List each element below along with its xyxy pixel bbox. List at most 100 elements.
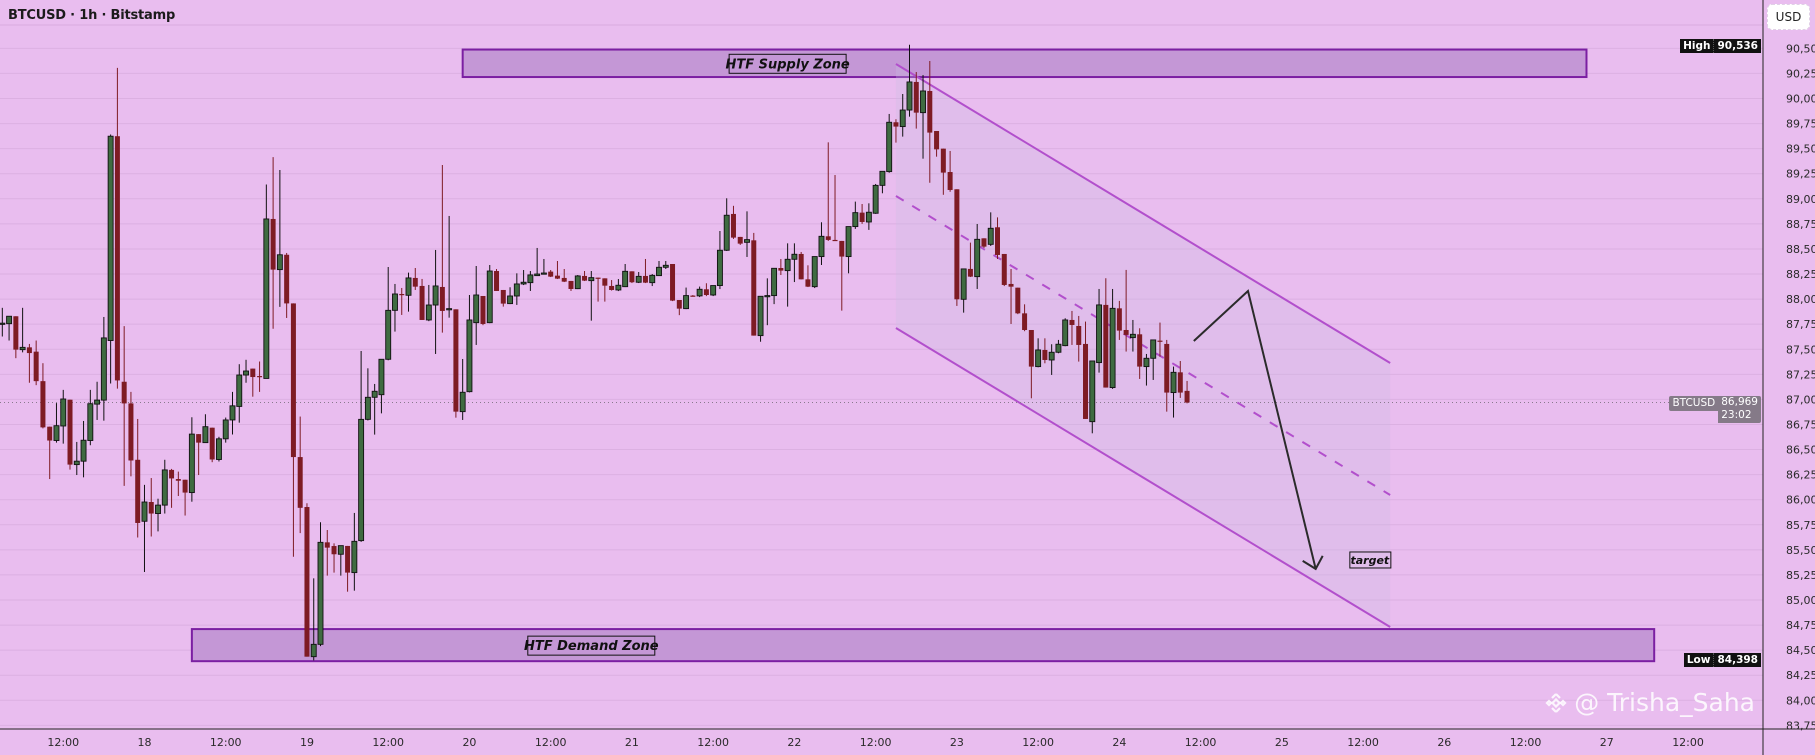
candle-up: [276, 170, 283, 307]
candle-body: [202, 426, 209, 444]
candle-up: [710, 285, 717, 297]
candle-body: [439, 286, 445, 311]
candle-body: [723, 214, 730, 251]
candle-body: [859, 212, 865, 222]
y-tick-label: 85,000: [1786, 594, 1815, 607]
candle-body: [121, 381, 127, 404]
candle-body: [574, 275, 581, 290]
candle-body: [270, 218, 276, 270]
candle-up: [906, 44, 913, 117]
candle-body: [751, 240, 757, 336]
candle-down: [954, 189, 960, 306]
candle-body: [561, 277, 567, 282]
candle-down: [121, 326, 127, 486]
candle-up: [215, 436, 222, 462]
current-price: 86,969: [1721, 396, 1758, 408]
candle-body: [649, 274, 656, 284]
candle-body: [1150, 339, 1157, 359]
candle-body: [554, 275, 560, 279]
candle-down: [33, 340, 39, 386]
candle-up: [100, 316, 107, 421]
candle-down: [148, 478, 154, 537]
candle-down: [981, 238, 987, 248]
y-tick-label: 84,250: [1786, 669, 1815, 682]
candle-body: [100, 337, 107, 401]
candle-body: [1143, 357, 1150, 368]
candle-up: [317, 522, 324, 647]
candle-up: [588, 271, 595, 321]
candle-up: [107, 134, 114, 384]
candle-down: [832, 175, 838, 242]
x-tick-label: 25: [1275, 736, 1289, 749]
currency-button[interactable]: USD: [1767, 4, 1810, 30]
candle-body: [927, 90, 933, 133]
candle-body: [215, 438, 222, 460]
candle-body: [1055, 343, 1062, 353]
candle-body: [494, 271, 500, 291]
candle-down: [128, 391, 134, 477]
candle-body: [94, 399, 101, 405]
candle-up: [520, 270, 527, 286]
candle-body: [818, 235, 825, 258]
bar-countdown: 23:02: [1721, 409, 1752, 421]
candle-body: [257, 376, 263, 378]
candle-body: [629, 271, 635, 283]
candle-up: [141, 484, 148, 573]
candle-body: [297, 457, 303, 508]
candle-body: [419, 285, 425, 320]
candle-up: [872, 183, 879, 214]
candle-body: [459, 391, 466, 413]
candle-up: [974, 223, 981, 289]
y-tick-label: 88,750: [1786, 218, 1815, 231]
candle-body: [609, 285, 615, 290]
candle-up: [852, 201, 859, 229]
candle-body: [635, 275, 642, 283]
candle-up: [432, 249, 439, 354]
candle-body: [378, 358, 385, 396]
target-label-box: [1349, 551, 1392, 569]
x-tick-label: 24: [1112, 736, 1126, 749]
candle-body: [169, 469, 175, 479]
x-tick-label: 12:00: [697, 736, 729, 749]
candle-down: [839, 240, 845, 311]
candle-down: [297, 416, 303, 534]
candle-down: [629, 271, 635, 284]
candle-body: [886, 121, 893, 173]
candle-body: [1096, 304, 1103, 364]
candle-down: [751, 232, 757, 336]
candle-body: [1001, 253, 1007, 285]
candle-down: [554, 260, 560, 280]
candle-up: [188, 417, 195, 502]
candle-body: [744, 239, 750, 243]
candle-down: [1069, 310, 1075, 345]
candle-up: [222, 417, 229, 443]
candle-up: [1143, 353, 1150, 386]
candle-body: [981, 238, 987, 247]
candle-body: [811, 256, 818, 288]
candle-body: [196, 434, 202, 443]
symbol-title: BTCUSD · 1h · Bitstamp: [8, 8, 176, 23]
candle-down: [270, 157, 276, 329]
candle-body: [974, 238, 981, 278]
x-tick-label: 20: [462, 736, 476, 749]
candle-body: [276, 254, 283, 271]
candle-body: [290, 303, 296, 458]
candle-body: [879, 170, 886, 186]
candle-body: [757, 295, 764, 337]
supply-zone-label-box: [728, 53, 847, 74]
candle-down: [13, 316, 19, 359]
candle-down: [47, 426, 53, 480]
candle-up: [649, 274, 656, 287]
candle-up: [87, 389, 94, 446]
candle-body: [53, 425, 60, 441]
candle-body: [832, 239, 838, 242]
supply-zone: [461, 48, 1588, 79]
y-tick-label: 90,500: [1786, 42, 1815, 55]
candle-body: [670, 263, 676, 301]
candle-up: [1035, 338, 1042, 368]
candle-body: [67, 399, 73, 465]
candle-body: [87, 403, 94, 441]
candle-up: [53, 403, 60, 443]
candle-up: [818, 222, 825, 265]
